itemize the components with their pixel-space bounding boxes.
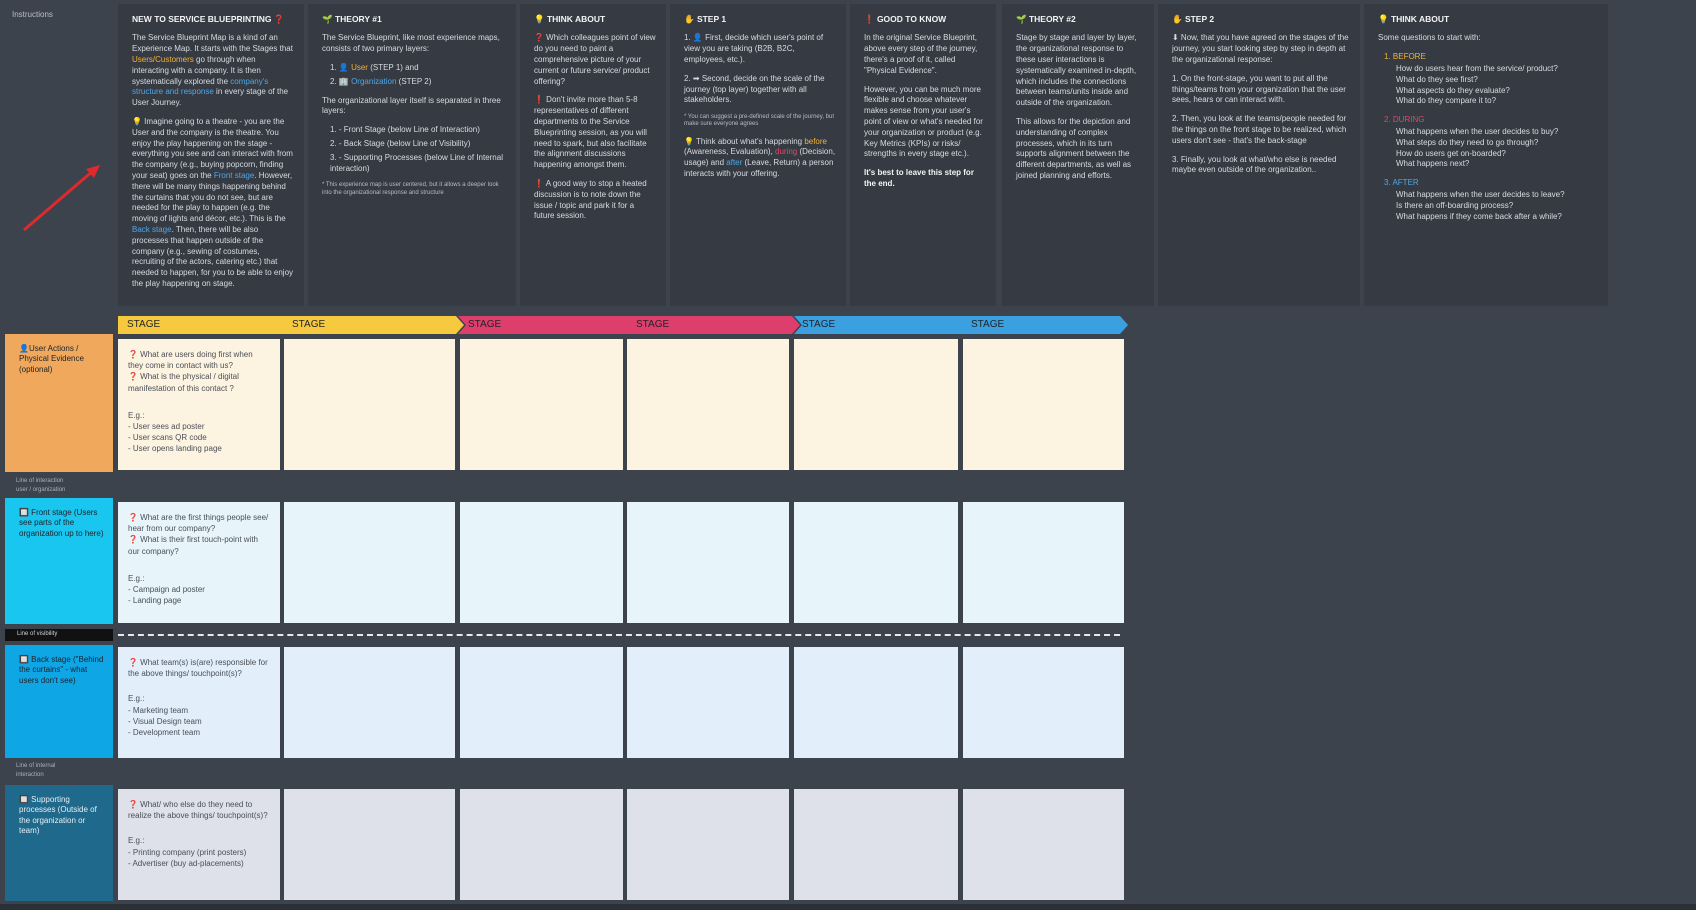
- card-title: 🌱 THEORY #2: [1016, 14, 1076, 24]
- bottom-strip: [0, 904, 1696, 910]
- blueprint-cell-support-4[interactable]: [627, 789, 789, 900]
- blueprint-cell-user-4[interactable]: [627, 339, 789, 470]
- red-arrow-annotation: [23, 165, 100, 232]
- card-paragraph: The organizational layer itself is separ…: [322, 95, 501, 116]
- card-footnote: * You can suggest a pre-defined scale of…: [684, 114, 834, 128]
- card-layer-list: 1. 👤 User (STEP 1) and 2. 🏢 Organization…: [330, 63, 432, 86]
- blueprint-cell-support-1[interactable]: ❓ What/ who else do they need to realize…: [118, 789, 280, 900]
- card-theory-1: 🌱 THEORY #1 The Service Blueprint, like …: [308, 4, 516, 306]
- card-paragraph: ❗ Don't invite more than 5-8 representat…: [534, 95, 647, 170]
- blueprint-cell-user-2[interactable]: [284, 339, 455, 470]
- instructions-label: Instructions: [12, 10, 53, 19]
- stage-arrow-blue: [794, 316, 1128, 334]
- blueprint-cell-user-5[interactable]: [794, 339, 958, 470]
- card-title: NEW TO SERVICE BLUEPRINTING ❓: [132, 14, 285, 24]
- card-title: ❗ GOOD TO KNOW: [864, 14, 947, 24]
- blueprint-cell-user-6[interactable]: [963, 339, 1124, 470]
- line-of-visibility-divider: [118, 634, 1120, 636]
- blueprint-cell-support-5[interactable]: [794, 789, 958, 900]
- line-of-visibility-label: Line of visibility: [5, 629, 113, 641]
- after-questions: What happens when the user decides to le…: [1396, 190, 1565, 221]
- blueprint-cell-front-2[interactable]: [284, 502, 455, 623]
- stage-label[interactable]: STAGE: [468, 319, 502, 330]
- card-title: ✋ STEP 1: [684, 14, 727, 24]
- blueprint-cell-back-1[interactable]: ❓ What team(s) is(are) responsible for t…: [118, 647, 280, 758]
- stage-label[interactable]: STAGE: [802, 319, 836, 330]
- card-paragraph: However, you can be much more flexible a…: [864, 84, 983, 159]
- blueprint-cell-back-3[interactable]: [460, 647, 623, 758]
- line-of-internal-interaction-label: Line of internal interaction: [16, 763, 56, 778]
- row-label-supporting-processes: 🔲 Supporting processes (Outside of the o…: [5, 785, 113, 901]
- blueprint-cell-front-1[interactable]: ❓ What are the first things people see/ …: [118, 502, 280, 623]
- card-step-1: ✋ STEP 1 1. 👤 First, decide which user's…: [670, 4, 846, 306]
- blueprint-cell-support-6[interactable]: [963, 789, 1124, 900]
- row-label-back-stage: 🔲 Back stage ("Behind the curtains" - wh…: [5, 645, 113, 758]
- card-paragraph: ❓ Which colleagues point of view do you …: [534, 33, 656, 86]
- before-questions: How do users hear from the service/ prod…: [1396, 64, 1558, 106]
- row-label-user-actions: 👤User Actions / Physical Evidence (optio…: [5, 334, 113, 472]
- stage-bar: [118, 316, 1128, 334]
- line-of-interaction-label: Line of interaction user / organization: [16, 478, 66, 493]
- card-theory-2: 🌱 THEORY #2 Stage by stage and layer by …: [1002, 4, 1154, 306]
- blueprint-cell-user-1[interactable]: ❓ What are users doing first when they c…: [118, 339, 280, 470]
- card-paragraph: Stage by stage and layer by layer, the o…: [1016, 33, 1137, 108]
- stage-label[interactable]: STAGE: [292, 319, 326, 330]
- card-paragraph: In the original Service Blueprint, above…: [864, 33, 978, 75]
- card-paragraph: Some questions to start with:: [1378, 33, 1481, 43]
- card-paragraph: 2. Then, you look at the teams/people ne…: [1172, 114, 1347, 145]
- card-paragraph: ❗ A good way to stop a heated discussion…: [534, 179, 647, 221]
- card-paragraph: The Service Blueprint, like most experie…: [322, 33, 500, 54]
- blueprint-cell-back-6[interactable]: [963, 647, 1124, 758]
- card-org-layer-list: 1. - Front Stage (below Line of Interact…: [330, 125, 503, 173]
- blueprint-cell-support-2[interactable]: [284, 789, 455, 900]
- card-paragraph: 1. On the front-stage, you want to put a…: [1172, 73, 1346, 105]
- stage-arrow-pink: [458, 316, 800, 334]
- card-think-about-2: 💡 THINK ABOUT Some questions to start wi…: [1364, 4, 1608, 306]
- stage-label[interactable]: STAGE: [127, 319, 161, 330]
- during-questions: What happens when the user decides to bu…: [1396, 127, 1559, 169]
- card-title: ✋ STEP 2: [1172, 14, 1215, 24]
- card-paragraph: This allows for the depiction and unders…: [1016, 117, 1132, 181]
- blueprint-cell-support-3[interactable]: [460, 789, 623, 900]
- blueprint-cell-front-5[interactable]: [794, 502, 958, 623]
- card-paragraph: 1. 👤 First, decide which user's point of…: [684, 33, 824, 65]
- card-paragraph: 💡 Think about what's happening before (A…: [684, 136, 836, 179]
- card-title: 💡 THINK ABOUT: [534, 14, 606, 24]
- stage-label[interactable]: STAGE: [971, 319, 1005, 330]
- during-label: 2. DURING: [1384, 115, 1425, 125]
- card-paragraph: 3. Finally, you look at what/who else is…: [1172, 154, 1337, 175]
- card-title: 💡 THINK ABOUT: [1378, 14, 1450, 24]
- card-paragraph: ⬇ Now, that you have agreed on the stage…: [1172, 33, 1349, 65]
- blueprint-cell-back-5[interactable]: [794, 647, 958, 758]
- stage-arrow-yellow: [118, 316, 464, 334]
- blueprint-cell-front-3[interactable]: [460, 502, 623, 623]
- card-footnote: * This experience map is user centered, …: [322, 182, 499, 196]
- card-paragraph: 💡 Imagine going to a theatre - you are t…: [132, 117, 294, 288]
- card-title: 🌱 THEORY #1: [322, 14, 382, 24]
- blueprint-cell-front-6[interactable]: [963, 502, 1124, 623]
- card-think-about-1: 💡 THINK ABOUT ❓ Which colleagues point o…: [520, 4, 666, 306]
- card-paragraph: The Service Blueprint Map is a kind of a…: [132, 33, 293, 108]
- card-step-2: ✋ STEP 2 ⬇ Now, that you have agreed on …: [1158, 4, 1360, 306]
- stage-label[interactable]: STAGE: [636, 319, 670, 330]
- card-good-to-know: ❗ GOOD TO KNOW In the original Service B…: [850, 4, 996, 306]
- blueprint-cell-back-4[interactable]: [627, 647, 789, 758]
- blueprint-cell-user-3[interactable]: [460, 339, 623, 470]
- before-label: 1. BEFORE: [1384, 52, 1426, 62]
- card-paragraph: 2. ➡ Second, decide on the scale of the …: [684, 73, 825, 105]
- card-paragraph: It's best to leave this step for the end…: [864, 168, 974, 189]
- blueprint-cell-front-4[interactable]: [627, 502, 789, 623]
- card-new-to-blueprinting: NEW TO SERVICE BLUEPRINTING ❓ The Servic…: [118, 4, 304, 306]
- blueprint-cell-back-2[interactable]: [284, 647, 455, 758]
- row-label-front-stage: 🔲 Front stage (Users see parts of the or…: [5, 498, 113, 624]
- after-label: 3. AFTER: [1384, 178, 1419, 188]
